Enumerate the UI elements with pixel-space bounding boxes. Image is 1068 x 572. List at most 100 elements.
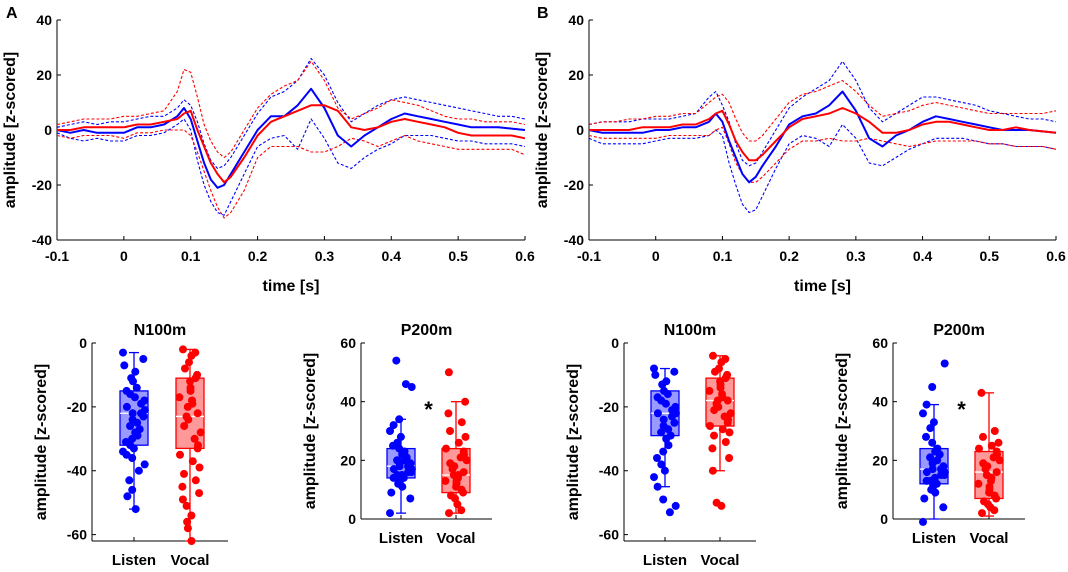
data-point-vocal [178,482,187,491]
data-point-vocal [461,432,470,441]
data-point-vocal [974,479,983,488]
data-point-vocal [193,444,202,453]
data-point-listen [657,428,666,437]
chart-title: N100m [134,322,186,339]
data-point-listen [926,453,935,462]
data-point-vocal [186,386,195,395]
y-tick-label: -40 [67,463,87,479]
chart-title: P200m [401,322,453,339]
data-point-vocal [977,388,986,397]
category-label-vocal: Vocal [437,530,476,547]
data-point-vocal [711,367,719,376]
x-tick-label: 0.4 [913,248,933,264]
data-point-listen [665,508,674,517]
data-point-vocal [992,447,1001,456]
x-tick-label: 0.1 [181,248,201,264]
data-point-listen [128,485,137,494]
y-tick-label: -40 [564,232,584,248]
data-point-listen [392,356,401,365]
data-point-vocal [457,506,466,515]
data-point-listen [387,488,396,497]
data-point-vocal [178,495,187,504]
data-point-vocal [442,444,450,453]
x-tick-label: 0.5 [448,248,468,264]
data-point-listen [664,425,673,434]
y-tick-label: 40 [872,394,888,410]
data-point-vocal [717,501,726,510]
data-point-listen [940,359,949,368]
data-point-vocal [459,447,468,456]
data-point-listen [134,466,143,475]
data-point-vocal [710,406,719,415]
data-point-listen [670,367,679,376]
x-tick-label: 0.2 [248,248,268,264]
series-line-vocal-lower [56,129,526,219]
data-point-listen [133,418,142,427]
data-point-listen [130,393,139,402]
data-point-listen [651,370,660,379]
data-point-listen [132,383,141,392]
data-point-listen [919,517,927,526]
y-tick-label: -40 [32,232,52,248]
data-point-vocal [980,497,988,506]
data-point-listen [939,462,948,471]
data-point-vocal [182,501,191,510]
y-axis-label: amplitude [z-scored] [2,52,19,208]
data-point-vocal [181,364,189,373]
data-point-vocal [708,444,717,453]
chart-a-p200m-box: P200m 0 20 40 60 Listen Vocal amplitude [z-scor… [302,322,492,547]
data-point-listen [658,380,667,389]
data-point-vocal [186,377,195,386]
data-point-vocal [195,463,204,472]
data-point-listen [928,465,937,474]
x-tick-label: 0 [652,248,660,264]
data-point-listen [659,447,668,456]
chart-title: N100m [664,322,716,339]
data-point-listen [661,399,670,408]
y-axis-label: amplitude [z-scored] [302,353,319,509]
x-tick-label: 0.2 [779,248,799,264]
x-tick-label: 0 [120,248,128,264]
data-point-listen [650,473,658,482]
series-line-listen-upper [588,60,1057,167]
data-point-listen [128,434,137,443]
data-point-vocal [978,509,986,518]
chart-b-p200m-box: P200m 0 20 40 60 Listen Vocal amplitude [z-scor… [834,322,1025,547]
series-line-listen-lower [56,118,526,216]
data-point-listen [140,460,149,469]
data-point-listen [671,501,680,510]
data-point-vocal [990,427,999,435]
data-point-listen [670,418,679,427]
y-tick-label: -20 [599,399,619,415]
data-point-vocal [184,415,193,424]
data-point-listen [401,380,410,389]
data-point-listen [653,454,661,462]
data-point-vocal [196,428,205,437]
data-point-listen [131,367,140,376]
y-axis-label: amplitude [z-scored] [534,52,551,208]
chart-title: P200m [933,322,985,339]
y-tick-label: -20 [564,177,584,193]
data-point-listen [650,364,658,373]
y-tick-label: 0 [576,122,584,138]
panel-label-b: B [537,5,549,22]
data-point-vocal [717,358,726,367]
data-point-vocal [725,428,734,437]
x-tick-label: 0.1 [713,248,733,264]
data-point-listen [137,399,146,408]
data-point-listen [919,409,927,418]
data-point-listen [922,432,930,441]
data-point-listen [653,482,662,491]
data-point-vocal [444,409,453,418]
data-point-listen [922,400,931,409]
x-axis-label: time [s] [794,278,851,295]
data-point-vocal [975,444,983,453]
data-point-listen [393,456,402,465]
data-point-listen [128,409,137,418]
y-tick-label: 0 [79,335,87,351]
y-tick-label: 20 [872,452,888,468]
data-point-listen [131,505,140,514]
data-point-vocal [987,441,996,450]
category-label-vocal: Vocal [701,552,740,569]
